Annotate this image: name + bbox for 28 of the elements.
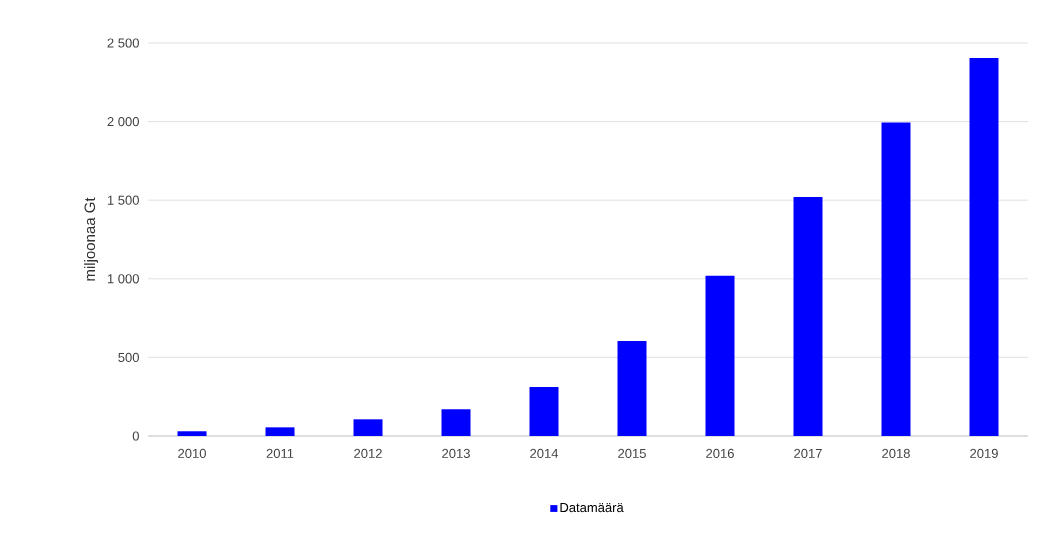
bar xyxy=(881,122,911,436)
bar xyxy=(617,341,647,436)
bar xyxy=(705,275,735,436)
x-tick-label: 2013 xyxy=(442,448,470,458)
y-tick-label: 500 xyxy=(118,352,139,362)
y-tick-label: 2 500 xyxy=(107,38,139,48)
legend-label: Datamäärä xyxy=(560,503,624,513)
bar xyxy=(177,431,207,436)
x-tick-label: 2016 xyxy=(706,448,734,458)
bar xyxy=(793,197,823,436)
x-tick-label: 2015 xyxy=(618,448,646,458)
y-axis-title: miljoonaa Gt xyxy=(84,197,99,281)
x-tick-label: 2011 xyxy=(266,448,294,458)
bar xyxy=(353,419,383,436)
bar xyxy=(969,57,999,436)
bar xyxy=(529,386,559,436)
y-tick-label: 1 500 xyxy=(107,195,139,205)
x-tick-label: 2018 xyxy=(882,448,910,458)
bar xyxy=(265,427,295,436)
y-tick-label: 1 000 xyxy=(107,274,139,284)
x-tick-label: 2014 xyxy=(530,448,559,458)
bar xyxy=(441,409,471,436)
x-tick-label: 2012 xyxy=(354,448,382,458)
x-tick-label: 2019 xyxy=(970,448,998,458)
x-tick-label: 2010 xyxy=(178,448,206,458)
x-tick-label: 2017 xyxy=(794,448,822,458)
y-tick-label: 0 xyxy=(132,431,139,441)
y-tick-label: 2 000 xyxy=(107,116,139,127)
